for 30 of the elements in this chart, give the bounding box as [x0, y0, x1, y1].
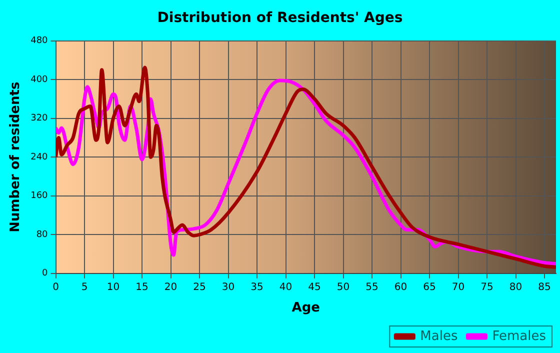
x-tick-label: 35	[250, 282, 264, 293]
y-tick-label: 80	[36, 230, 48, 240]
x-tick-label: 25	[193, 282, 206, 293]
x-tick-label: 10	[106, 282, 120, 293]
y-tick-label: 160	[30, 191, 48, 202]
x-tick-label: 5	[81, 282, 88, 293]
y-tick-label: 400	[30, 74, 48, 85]
x-tick-label: 55	[366, 282, 378, 293]
y-axis-title: Number of residents	[8, 82, 24, 232]
x-tick-label: 30	[222, 282, 235, 293]
legend-label: Females	[492, 328, 546, 344]
x-tick-label: 60	[394, 282, 408, 293]
x-tick-label: 20	[164, 282, 178, 293]
x-tick-label: 45	[308, 282, 321, 293]
x-tick-label: 65	[423, 282, 436, 293]
x-tick-label: 50	[336, 282, 350, 293]
x-tick-label: 0	[52, 282, 59, 293]
legend-label: Males	[420, 328, 458, 344]
y-tick-label: 320	[30, 114, 48, 124]
y-tick-label: 480	[30, 36, 48, 46]
x-tick-label: 85	[538, 282, 551, 293]
x-tick-label: 75	[480, 282, 494, 293]
y-tick-label: 240	[30, 152, 48, 162]
x-tick-label: 40	[279, 282, 292, 293]
y-tick-label: 0	[42, 268, 48, 279]
x-axis-title: Age	[292, 300, 320, 316]
x-tick-label: 15	[136, 282, 148, 293]
chart-title: Distribution of Residents' Ages	[157, 10, 403, 26]
x-tick-label: 80	[509, 282, 522, 293]
x-tick-label: 70	[452, 282, 465, 293]
